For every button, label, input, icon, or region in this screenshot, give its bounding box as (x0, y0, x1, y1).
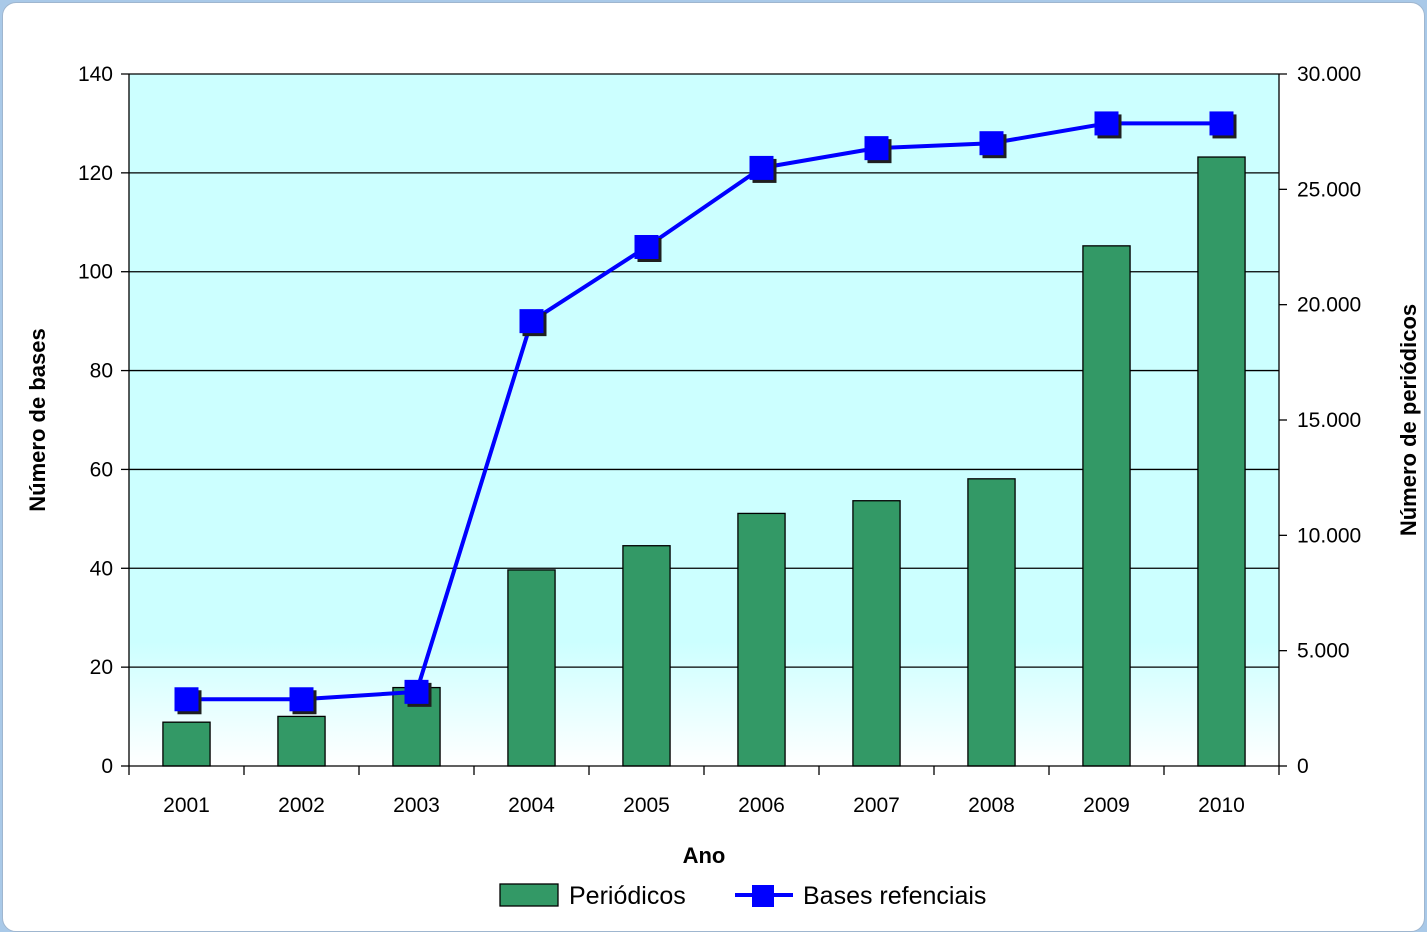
x-tick-label: 2001 (163, 794, 210, 817)
right-tick-label: 15.000 (1297, 409, 1361, 432)
marker-bases-2005 (634, 235, 659, 259)
left-tick-label: 60 (90, 458, 113, 481)
x-tick-label: 2004 (508, 794, 555, 817)
x-axis-title: Ano (683, 843, 726, 868)
x-tick-label: 2010 (1198, 794, 1245, 817)
left-axis-title: Número de bases (25, 328, 50, 511)
bar-periodicos-2004 (507, 569, 556, 767)
right-tick-label: 25.000 (1297, 178, 1361, 201)
bar-periodicos-2010 (1197, 156, 1246, 767)
x-tick-label: 2007 (853, 794, 900, 817)
legend-label-bases: Bases refenciais (803, 882, 986, 910)
bar-periodicos-2006 (737, 512, 786, 767)
legend-label-periodicos: Periódicos (569, 882, 686, 910)
bar-periodicos-2001 (162, 721, 211, 767)
left-tick-label: 80 (90, 360, 113, 383)
left-tick-label: 120 (78, 162, 113, 185)
bar-periodicos-2007 (852, 500, 901, 767)
x-tick-label: 2009 (1083, 794, 1130, 817)
marker-bases-2003 (404, 679, 429, 704)
marker-bases-2006 (749, 155, 774, 180)
marker-bases-2007 (864, 136, 889, 161)
line-bases-refenciais (186, 121, 1222, 702)
marker-bases-2009 (1094, 111, 1119, 136)
x-tick-label: 2003 (393, 794, 440, 817)
left-tick-label: 140 (78, 63, 113, 86)
left-tick-label: 100 (78, 261, 113, 284)
bar-periodicos-2009 (1082, 245, 1131, 767)
marker-bases-2002 (289, 687, 314, 712)
bar-periodicos-2008 (967, 478, 1016, 767)
left-tick-label: 20 (90, 656, 113, 679)
left-tick-label: 0 (101, 755, 113, 778)
right-axis-title: Número de periódicos (1396, 304, 1421, 536)
legend-marker-bases (752, 885, 774, 907)
marker-bases-2001 (174, 687, 199, 712)
x-tick-label: 2008 (968, 794, 1015, 817)
legend-swatch-periodicos (499, 883, 559, 907)
x-tick-label: 2005 (623, 794, 670, 817)
marker-bases-2004 (519, 309, 544, 334)
marker-bases-2008 (979, 131, 1004, 156)
x-tick-label: 2006 (738, 794, 785, 817)
chart: 0 20 40 60 80 100 120 140 0 5.000 10.000 15.000 20.0… (25, 63, 1421, 910)
x-tick-label: 2002 (278, 794, 325, 817)
bar-periodicos-2005 (622, 545, 671, 767)
right-tick-label: 0 (1297, 755, 1309, 778)
right-tick-label: 30.000 (1297, 63, 1361, 86)
left-tick-label: 40 (90, 557, 113, 580)
marker-bases-2010 (1209, 111, 1234, 136)
right-tick-label: 20.000 (1297, 294, 1361, 317)
bar-periodicos-2002 (277, 715, 326, 767)
right-tick-label: 10.000 (1297, 524, 1361, 547)
right-tick-label: 5.000 (1297, 640, 1350, 663)
